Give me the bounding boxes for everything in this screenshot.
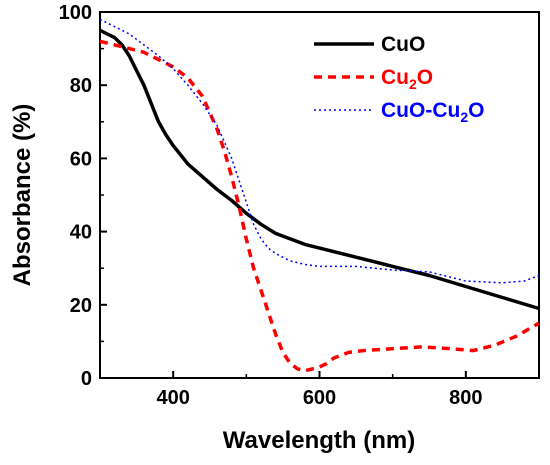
y-axis-title: Absorbance (%)	[9, 104, 36, 287]
x-axis-ticks: 400 600 800	[99, 371, 540, 409]
plot-area: 400 600 800 0 20 40 60 80 100	[59, 2, 540, 409]
x-axis-title: Wavelength (nm)	[223, 427, 415, 454]
y-tick-label: 60	[70, 148, 92, 170]
legend-label-cu2o: Cu2O	[381, 66, 433, 92]
legend: CuO Cu2O CuO-Cu2O	[314, 33, 484, 125]
y-axis-ticks: 0 20 40 60 80 100	[59, 2, 107, 390]
x-tick-label: 600	[303, 387, 336, 409]
series-layer	[99, 18, 540, 373]
y-tick-label: 0	[81, 368, 92, 390]
y-tick-label: 100	[59, 2, 92, 24]
legend-label-cuo_cu2o: CuO-Cu2O	[381, 99, 484, 125]
y-tick-label: 80	[70, 75, 92, 97]
x-tick-label: 400	[156, 387, 189, 409]
series-line-cuo_cu2o	[99, 18, 540, 284]
series-line-cuo	[99, 28, 540, 311]
legend-label-cuo: CuO	[381, 33, 425, 56]
series-line-cu2o	[99, 39, 540, 373]
plot-frame	[99, 11, 540, 379]
y-tick-label: 20	[70, 295, 92, 317]
y-tick-label: 40	[70, 222, 92, 244]
x-tick-label: 800	[449, 387, 482, 409]
